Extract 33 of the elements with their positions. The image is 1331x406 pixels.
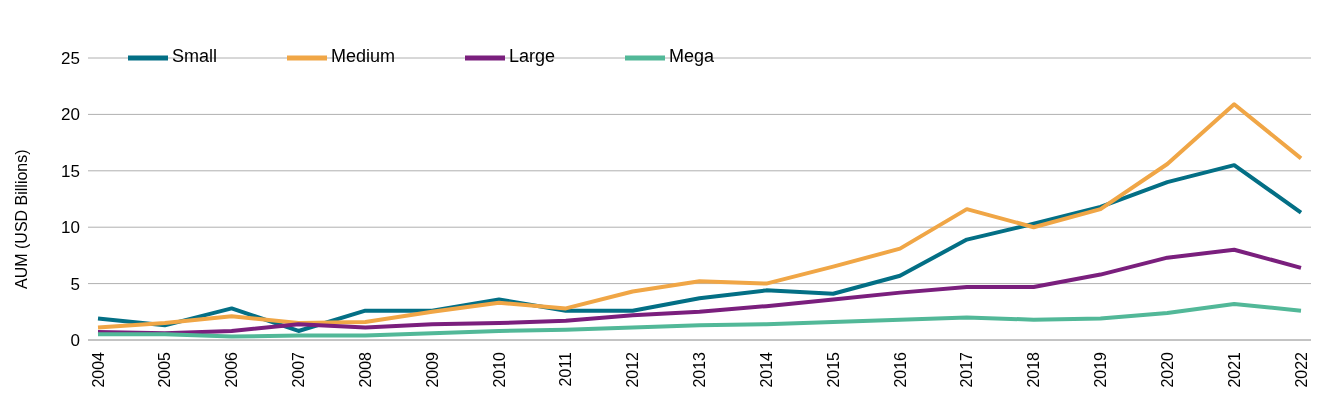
x-tick-label: 2014 <box>757 351 775 388</box>
legend-label: Mega <box>669 46 715 67</box>
legend-label: Large <box>509 46 556 67</box>
x-tick-label: 2022 <box>1292 351 1310 388</box>
y-tick-label: 5 <box>70 274 80 294</box>
x-tick-label: 2004 <box>89 351 107 388</box>
x-tick-label: 2010 <box>490 351 508 388</box>
legend-label: Medium <box>331 46 396 67</box>
x-tick-label: 2005 <box>156 351 174 388</box>
line-series <box>96 102 1303 330</box>
x-tick-label: 2008 <box>356 351 374 388</box>
x-tick-label: 2018 <box>1025 351 1043 388</box>
y-tick-label: 20 <box>61 105 80 125</box>
x-tick-label: 2007 <box>290 351 307 388</box>
y-tick-label: 10 <box>61 218 80 238</box>
x-tick-label: 2021 <box>1225 351 1243 388</box>
x-tick-label: 2020 <box>1158 351 1176 388</box>
x-tick-label: 2019 <box>1092 351 1109 388</box>
x-tick-label: 2015 <box>824 351 842 388</box>
x-tick-label: 2016 <box>891 351 909 388</box>
x-tick-label: 2017 <box>958 351 976 388</box>
line-series <box>96 301 1303 339</box>
line-series <box>96 247 1303 336</box>
legend-label: Small <box>172 46 218 67</box>
x-tick-label: 2006 <box>223 351 241 388</box>
y-axis-title: AUM (USD Billions) <box>12 149 30 289</box>
x-tick-label: 2012 <box>624 351 642 388</box>
x-tick-label: 2009 <box>423 351 441 388</box>
x-tick-label: 2013 <box>691 351 708 388</box>
y-tick-label: 0 <box>70 331 80 351</box>
y-tick-label: 15 <box>61 161 80 181</box>
x-tick-label: 2011 <box>557 351 575 387</box>
y-tick-label: 25 <box>61 49 80 69</box>
